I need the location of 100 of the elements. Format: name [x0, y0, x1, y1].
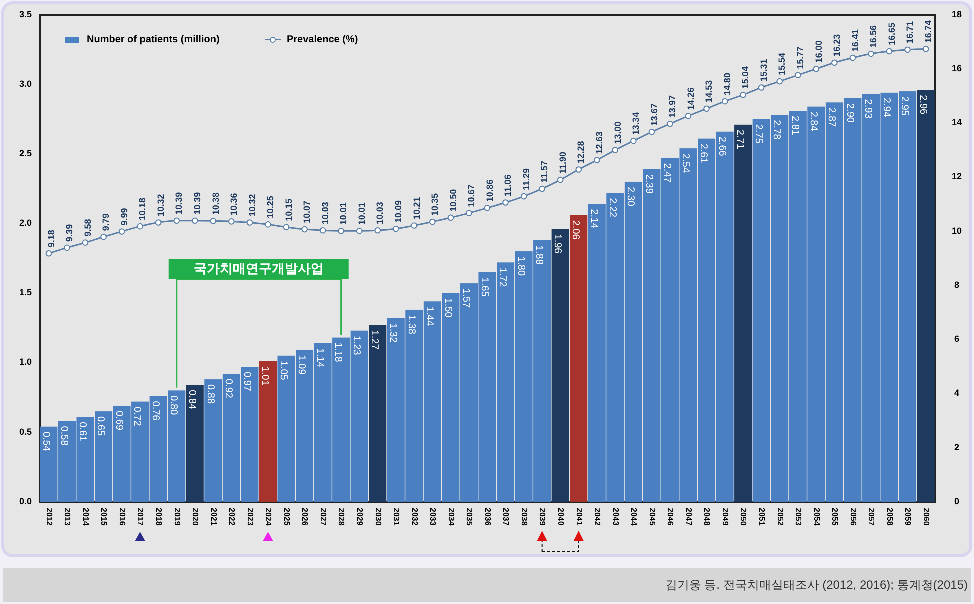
data-label: 16.71 — [905, 21, 916, 44]
data-label: 0.65 — [95, 416, 106, 436]
data-label: 2.14 — [588, 209, 600, 230]
point — [46, 250, 52, 257]
x-tick-label: 2029 — [355, 508, 364, 526]
point — [283, 224, 290, 231]
data-label: 2.94 — [880, 98, 892, 118]
x-tick-label: 2023 — [246, 508, 255, 526]
x-tick-label: 2056 — [848, 508, 858, 526]
point — [667, 120, 674, 128]
x-tick-label: 2026 — [300, 508, 310, 526]
point — [484, 205, 491, 212]
data-label: 1.50 — [442, 298, 454, 318]
data-label: 15.04 — [740, 66, 751, 90]
data-label: 1.01 — [260, 366, 271, 386]
data-label: 1.80 — [515, 256, 526, 276]
x-tick-label: 2012 — [44, 508, 54, 526]
point — [557, 176, 564, 184]
x-tick-label: 2015 — [100, 508, 109, 526]
data-label: 10.18 — [138, 198, 148, 221]
data-label: 10.86 — [484, 180, 495, 202]
x-tick-label: 2013 — [63, 508, 72, 526]
data-label: 14.53 — [704, 80, 714, 103]
y-tick-label: 2.5 — [19, 148, 32, 159]
bar — [369, 325, 387, 502]
x-tick-label: 2049 — [720, 508, 730, 526]
point — [82, 240, 89, 246]
x-tick-label: 2054 — [812, 508, 822, 526]
legend-label: Number of patients (million) — [87, 34, 220, 46]
data-label: 1.96 — [552, 234, 563, 254]
point — [648, 129, 656, 136]
point — [137, 223, 144, 230]
bar — [186, 385, 204, 502]
data-label: 2.93 — [862, 99, 874, 120]
data-label: 9.58 — [82, 219, 93, 237]
data-label: 10.09 — [394, 200, 404, 224]
x-tick-label: 2046 — [666, 508, 676, 526]
point — [411, 222, 418, 229]
data-label: 1.38 — [406, 314, 417, 335]
y2-tick-label: 12 — [952, 172, 962, 182]
x-tick-label: 2047 — [684, 508, 694, 526]
point — [722, 98, 728, 105]
data-label: 2.96 — [917, 95, 928, 116]
point — [832, 60, 838, 66]
x-tick-label: 2045 — [648, 508, 657, 526]
data-label: 2.78 — [771, 120, 782, 140]
y-tick-label: 3.0 — [19, 78, 32, 89]
point — [502, 200, 509, 206]
point — [64, 244, 70, 252]
x-tick-label: 2039 — [538, 508, 548, 526]
point — [612, 147, 619, 154]
data-label: 0.88 — [204, 384, 216, 404]
point — [758, 84, 765, 91]
point — [466, 210, 472, 216]
x-tick-label: 2021 — [209, 508, 218, 526]
point — [100, 234, 107, 240]
data-label: 10.35 — [430, 193, 440, 216]
point — [246, 220, 254, 226]
point — [922, 46, 930, 52]
x-tick-label: 2048 — [702, 508, 712, 526]
y2-tick-label: 6 — [954, 334, 960, 344]
data-label: 16.41 — [850, 29, 860, 52]
data-label: 0.92 — [223, 378, 234, 399]
data-label: 0.69 — [113, 410, 124, 431]
data-label: 11.29 — [521, 168, 532, 191]
point — [192, 218, 198, 224]
data-label: 0.80 — [168, 396, 180, 416]
x-tick-label: 2050 — [739, 508, 748, 526]
y2-tick-label: 8 — [954, 280, 960, 290]
data-label: 9.79 — [101, 214, 112, 232]
data-label: 9.18 — [46, 230, 56, 248]
point — [813, 66, 820, 72]
point — [174, 218, 180, 224]
data-label: 2.66 — [716, 136, 728, 157]
y2-tick-label: 0 — [954, 496, 960, 506]
point — [392, 226, 400, 232]
y-tick-label: 0.5 — [19, 426, 32, 437]
data-label: 0.76 — [150, 401, 161, 422]
data-label: 0.61 — [76, 422, 88, 442]
x-tick-label: 2052 — [776, 508, 785, 526]
data-label: 10.32 — [156, 194, 166, 217]
x-tick-label: 2036 — [483, 508, 492, 526]
bar — [570, 215, 588, 502]
data-label: 10.03 — [375, 202, 386, 225]
data-label: 1.27 — [369, 330, 380, 350]
data-label: 2.61 — [698, 144, 710, 164]
y2-tick-label: 4 — [954, 388, 960, 398]
data-label: 2.87 — [826, 108, 838, 128]
data-label: 12.63 — [594, 132, 605, 154]
x-tick-label: 2041 — [574, 508, 584, 526]
x-tick-label: 2059 — [904, 508, 913, 526]
x-tick-label: 2053 — [794, 508, 804, 526]
y-tick-label: 0.0 — [19, 496, 32, 506]
data-label: 10.32 — [247, 194, 258, 217]
point — [539, 186, 546, 192]
data-label: 1.14 — [314, 348, 326, 368]
x-tick-label: 2042 — [593, 508, 602, 526]
point — [338, 228, 344, 234]
data-label: 2.90 — [844, 103, 856, 124]
x-tick-label: 2019 — [172, 508, 182, 526]
